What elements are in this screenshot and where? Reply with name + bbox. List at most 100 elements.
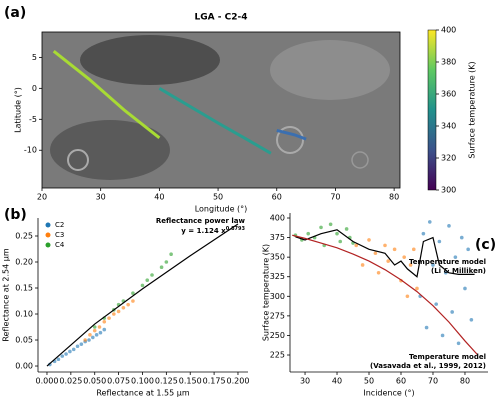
x-tick-label: 70 xyxy=(428,377,438,386)
legend-label: C2 xyxy=(55,221,64,229)
y-tick-label: 350 xyxy=(270,253,285,262)
point xyxy=(131,299,135,303)
colorbar-tick-label: 400 xyxy=(441,26,456,35)
point xyxy=(447,224,451,228)
panel-label: (c) xyxy=(475,237,496,253)
colorbar xyxy=(427,29,437,191)
y-tick-label: -5 xyxy=(29,115,37,124)
x-tick-label: 0.150 xyxy=(179,377,202,386)
point xyxy=(87,338,91,342)
colorbar-tick-label: 380 xyxy=(441,58,456,67)
point xyxy=(405,294,410,299)
point xyxy=(306,231,311,236)
colorbar-tick-label: 360 xyxy=(441,90,456,99)
y-tick-label: 0.25 xyxy=(15,231,33,240)
y-tick-label: 0.15 xyxy=(15,284,33,293)
point xyxy=(338,239,343,244)
y-tick-label: 325 xyxy=(270,272,285,281)
x-tick-label: 0.050 xyxy=(83,377,106,386)
point xyxy=(71,347,76,352)
x-tick-label: 40 xyxy=(154,193,164,202)
point xyxy=(469,317,474,322)
map-terrain xyxy=(50,35,390,180)
model-label: Temperature model xyxy=(409,258,486,266)
point xyxy=(140,283,145,288)
x-tick-label: 0.125 xyxy=(155,377,178,386)
point xyxy=(411,247,416,252)
colorbar-tick-label: 340 xyxy=(441,122,456,131)
model-label: (Vasavada et al., 1999, 2012) xyxy=(370,362,486,370)
x-tick-label: 80 xyxy=(460,377,470,386)
fit-formula: y = 1.124 x0.8793 xyxy=(181,226,245,236)
x-tick-label: 0.075 xyxy=(107,377,130,386)
x-tick-label: 0.100 xyxy=(131,377,154,386)
y-axis-label: Latitude (°) xyxy=(14,87,23,133)
x-tick-label: 0.000 xyxy=(36,377,59,386)
x-tick-label: 30 xyxy=(96,193,106,202)
y-tick-label: 0.00 xyxy=(15,362,33,371)
point xyxy=(98,330,103,335)
point xyxy=(60,354,65,358)
y-axis-label: Surface temperature (K) xyxy=(262,244,271,341)
y-tick-label: 275 xyxy=(270,311,285,320)
point xyxy=(360,263,365,267)
point xyxy=(116,309,121,314)
model-line xyxy=(292,234,479,356)
formula: y = 1.124 x xyxy=(181,227,226,235)
track xyxy=(158,87,272,155)
point xyxy=(126,302,130,307)
point xyxy=(131,291,135,296)
crater xyxy=(67,149,89,171)
x-tick-label: 50 xyxy=(213,193,223,202)
point xyxy=(466,247,470,252)
model-label: Temperature model xyxy=(409,353,486,361)
y-tick-label: 375 xyxy=(270,233,285,242)
colorbar-tick-label: 300 xyxy=(441,186,456,195)
crater xyxy=(351,151,369,169)
x-tick-label: 0.200 xyxy=(227,377,250,386)
point xyxy=(402,255,406,259)
point xyxy=(121,305,126,310)
point xyxy=(91,335,95,340)
point xyxy=(443,271,448,275)
point xyxy=(83,338,87,342)
legend-marker xyxy=(45,232,51,238)
fit-line xyxy=(46,223,239,367)
point xyxy=(344,227,349,231)
point xyxy=(88,333,92,337)
track xyxy=(52,50,161,140)
legend-marker xyxy=(45,242,51,248)
chart-title: LGA - C2-4 xyxy=(195,13,248,23)
point xyxy=(392,247,397,252)
fit-title: Reflectance power law xyxy=(156,217,246,225)
point xyxy=(450,310,454,314)
point xyxy=(434,302,438,306)
x-tick-label: 50 xyxy=(364,377,374,386)
point xyxy=(431,263,435,267)
x-tick-label: 60 xyxy=(272,193,282,202)
model-line xyxy=(295,229,475,278)
panel-label: (a) xyxy=(4,5,26,21)
y-tick-label: 300 xyxy=(270,292,285,301)
x-tick-label: 0.175 xyxy=(203,377,226,386)
y-tick-label: 5 xyxy=(32,53,37,62)
x-tick-label: 30 xyxy=(300,377,310,386)
point xyxy=(64,352,68,356)
colorbar-label: Surface temperature (K) xyxy=(468,61,477,158)
point xyxy=(112,312,116,316)
x-tick-label: 70 xyxy=(330,193,340,202)
point xyxy=(427,220,432,224)
point xyxy=(169,252,173,256)
y-tick-label: 0.05 xyxy=(15,336,33,345)
point xyxy=(328,222,333,227)
y-tick-label: 0 xyxy=(32,84,37,93)
axes-frame xyxy=(41,31,401,189)
legend-marker xyxy=(45,222,51,228)
y-tick-label: 0.20 xyxy=(15,258,33,267)
point xyxy=(453,255,458,259)
point xyxy=(94,333,99,337)
panel-label: (b) xyxy=(4,207,27,223)
point xyxy=(159,265,164,270)
point xyxy=(164,260,169,264)
